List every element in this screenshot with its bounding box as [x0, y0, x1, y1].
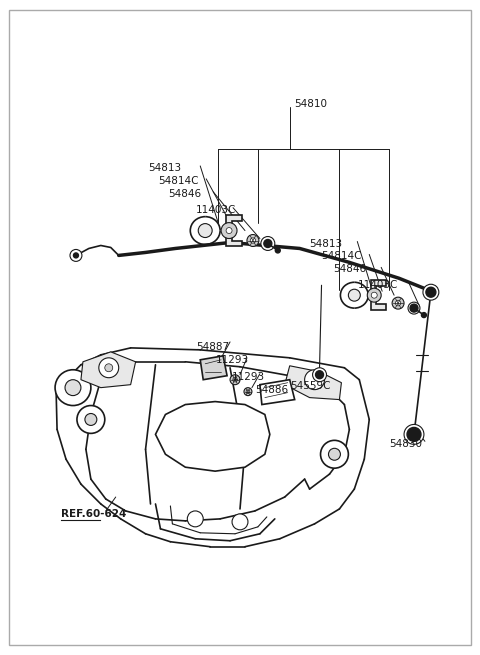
Circle shape	[55, 370, 91, 405]
Polygon shape	[200, 356, 227, 380]
Circle shape	[276, 248, 280, 253]
Circle shape	[367, 288, 381, 302]
Circle shape	[426, 288, 436, 297]
Polygon shape	[260, 380, 295, 405]
Circle shape	[70, 250, 82, 261]
Polygon shape	[371, 280, 386, 310]
Circle shape	[226, 227, 232, 234]
Text: 54846: 54846	[168, 189, 202, 199]
Text: 54814C: 54814C	[322, 252, 362, 261]
Circle shape	[407, 428, 421, 441]
Circle shape	[264, 240, 272, 248]
Circle shape	[410, 304, 418, 312]
Circle shape	[65, 380, 81, 396]
Text: 54887: 54887	[196, 342, 229, 352]
Text: 54886: 54886	[255, 384, 288, 395]
Circle shape	[73, 253, 78, 258]
Text: 54559C: 54559C	[290, 381, 330, 390]
Circle shape	[250, 238, 256, 243]
Circle shape	[404, 424, 424, 444]
Polygon shape	[81, 352, 136, 388]
Text: 54814C: 54814C	[158, 176, 199, 186]
Circle shape	[312, 367, 326, 382]
Circle shape	[423, 284, 439, 300]
Circle shape	[408, 302, 420, 314]
Polygon shape	[156, 402, 270, 471]
Circle shape	[421, 312, 426, 318]
Circle shape	[247, 234, 259, 246]
Circle shape	[348, 290, 360, 301]
Circle shape	[261, 236, 275, 250]
Polygon shape	[226, 215, 242, 246]
Circle shape	[233, 377, 237, 382]
Circle shape	[321, 440, 348, 468]
Circle shape	[371, 292, 377, 298]
Circle shape	[105, 364, 113, 372]
Circle shape	[315, 371, 324, 379]
Text: 54813: 54813	[148, 163, 181, 173]
Circle shape	[221, 223, 237, 238]
Text: REF.60-624: REF.60-624	[61, 509, 126, 519]
Text: 11403C: 11403C	[357, 280, 398, 290]
Circle shape	[85, 413, 97, 426]
Circle shape	[392, 297, 404, 309]
Circle shape	[230, 375, 240, 384]
Text: 54810: 54810	[295, 100, 328, 109]
Circle shape	[244, 388, 252, 396]
Text: 54846: 54846	[334, 265, 367, 274]
Circle shape	[187, 511, 203, 527]
Circle shape	[305, 370, 324, 390]
Text: 54830: 54830	[389, 440, 422, 449]
Text: 11293: 11293	[232, 372, 265, 382]
Circle shape	[77, 405, 105, 434]
Polygon shape	[285, 365, 341, 400]
Circle shape	[328, 448, 340, 460]
Text: 54813: 54813	[310, 238, 343, 248]
Text: 11403C: 11403C	[196, 205, 237, 215]
Circle shape	[232, 514, 248, 530]
Circle shape	[198, 223, 212, 238]
Circle shape	[99, 358, 119, 378]
Circle shape	[396, 301, 401, 306]
Circle shape	[246, 390, 250, 394]
Text: 11293: 11293	[216, 355, 249, 365]
